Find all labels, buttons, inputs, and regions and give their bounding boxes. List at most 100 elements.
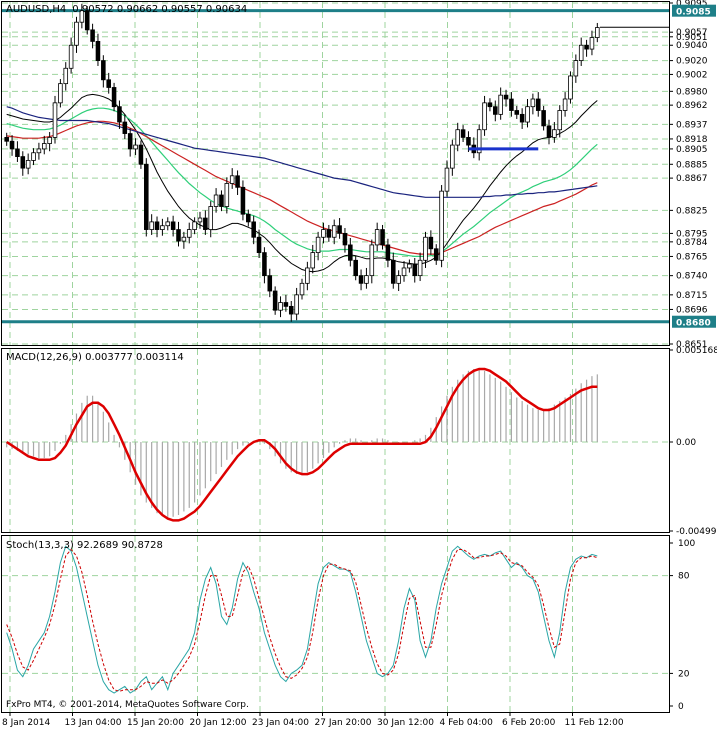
- candle-body: [15, 148, 20, 158]
- price-tick-label: 0.9002: [676, 70, 708, 80]
- candle-body: [595, 27, 600, 38]
- macd-axis: 0.005168 0.00 -0.004998: [669, 346, 717, 537]
- candle-body: [251, 221, 256, 238]
- candle-body: [315, 236, 321, 254]
- candle-body: [149, 221, 154, 230]
- candle-body: [562, 98, 568, 111]
- price-tick-label: 0.8784: [676, 238, 708, 248]
- price-tick-label: 0.8765: [676, 252, 708, 262]
- candle-body: [412, 263, 418, 277]
- stoch-panel-frame: [1, 535, 670, 713]
- price-tick-label: 0.8696: [676, 305, 708, 315]
- candle-body: [256, 236, 262, 254]
- candle-body: [74, 21, 79, 46]
- candle-body: [396, 275, 401, 284]
- price-tick-label: 0.9040: [676, 41, 708, 51]
- candle-body: [90, 29, 95, 42]
- stoch-title: Stoch(13,3,3) 92.2689 90.8728: [6, 540, 163, 551]
- candle-body: [353, 259, 358, 277]
- price-tick-label: 0.9051: [676, 33, 708, 43]
- candle-body: [203, 217, 208, 230]
- macd-signal-line: [6, 367, 598, 522]
- candle-body: [514, 110, 520, 115]
- candle-body: [117, 106, 122, 123]
- candle-body: [267, 275, 273, 292]
- candle-body: [63, 67, 69, 85]
- moving-average-ma_fast: [6, 93, 598, 273]
- price-tick-label: 0.9057: [676, 28, 708, 38]
- candle-body: [385, 244, 391, 261]
- price-level-label: 0.9085: [676, 8, 711, 18]
- price-level-label-bg: [672, 4, 716, 17]
- candle-body: [79, 10, 85, 23]
- candle-body: [235, 175, 240, 188]
- candle-body: [331, 225, 337, 238]
- price-panel-frame: [1, 1, 670, 346]
- candle-body: [439, 190, 444, 261]
- candle-body: [133, 144, 138, 150]
- candle-body: [95, 41, 101, 62]
- price-tick-label: 0.8937: [676, 120, 708, 130]
- candle-body: [546, 125, 552, 138]
- candle-body: [170, 221, 176, 230]
- price-tick-label: 0.8905: [676, 145, 708, 155]
- candle-body: [342, 233, 348, 246]
- candle-body: [348, 244, 353, 261]
- candle-body: [525, 106, 530, 123]
- symbol-label: AUDUSD,H4: [6, 4, 66, 15]
- time-tick-label: 6 Feb 20:00: [502, 718, 556, 728]
- time-tick-label: 11 Feb 12:00: [565, 718, 624, 728]
- candle-body: [197, 217, 203, 223]
- price-candles: [4, 3, 600, 322]
- candle-body: [278, 302, 283, 311]
- candle-body: [552, 129, 557, 138]
- macd-tick-label: -0.004998: [676, 527, 717, 537]
- candle-body: [84, 10, 90, 31]
- price-tick-label: 0.8962: [676, 101, 708, 111]
- candle-body: [358, 275, 364, 284]
- candle-body: [310, 252, 316, 269]
- stoch-tick-label: 100: [678, 539, 695, 549]
- candle-body: [122, 121, 128, 134]
- stoch-stoch_main: [6, 545, 598, 694]
- time-tick-label: 20 Jan 12:00: [190, 718, 247, 728]
- candle-body: [417, 259, 423, 277]
- time-tick-label: 13 Jan 04:00: [65, 718, 122, 728]
- price-tick-label: 0.9020: [676, 57, 708, 67]
- candle-body: [106, 79, 111, 88]
- candle-body: [433, 248, 439, 261]
- candle-body: [186, 229, 192, 238]
- candle-body: [101, 60, 106, 81]
- price-tick-label: 0.8740: [676, 272, 708, 282]
- candle-body: [246, 213, 251, 223]
- candle-body: [455, 129, 460, 146]
- candle-body: [4, 137, 9, 142]
- time-tick-label: 15 Jan 20:00: [127, 718, 184, 728]
- candle-body: [380, 229, 385, 246]
- candle-body: [557, 110, 563, 131]
- candle-body: [144, 163, 149, 230]
- candle-body: [482, 102, 487, 131]
- candle-body: [181, 236, 187, 242]
- candle-body: [374, 229, 380, 246]
- candle-body: [229, 175, 235, 184]
- candle-body: [450, 144, 455, 169]
- price-level-label: 0.8680: [676, 319, 711, 329]
- macd-tick-label: 0.00: [676, 438, 696, 448]
- candle-body: [47, 137, 52, 144]
- candle-body: [509, 98, 514, 111]
- candle-body: [444, 167, 450, 192]
- candle-body: [364, 275, 369, 284]
- candle-body: [541, 110, 546, 127]
- candle-body: [58, 83, 63, 104]
- price-level-label-bg: [672, 315, 716, 328]
- candle-body: [41, 143, 47, 150]
- candle-body: [326, 229, 332, 238]
- candle-body: [160, 225, 165, 230]
- price-tick-label: 0.8918: [676, 135, 708, 145]
- price-tick-label: 0.8885: [676, 160, 708, 170]
- candle-body: [321, 229, 326, 238]
- ohlc-values: 0.90572 0.90662 0.90557 0.90634: [72, 4, 247, 15]
- candle-body: [288, 305, 294, 315]
